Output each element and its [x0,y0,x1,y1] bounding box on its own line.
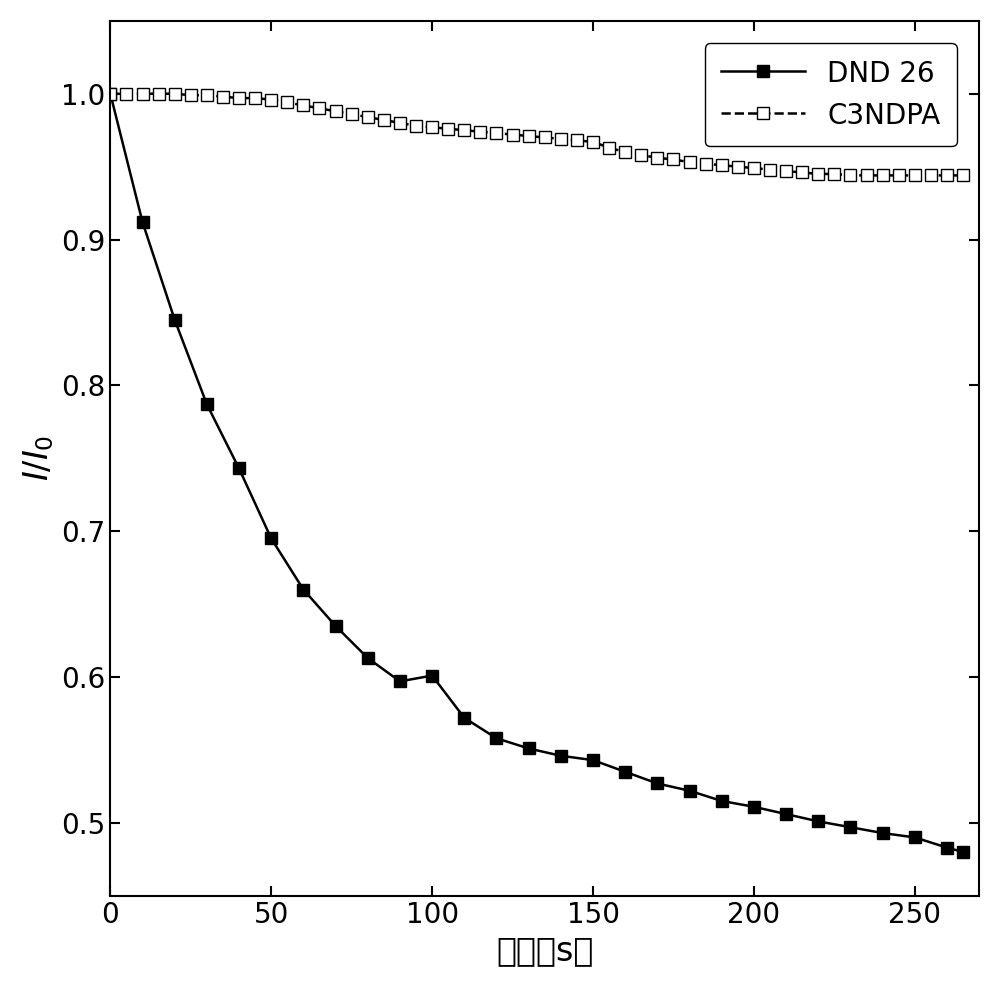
DND 26 [877,827,889,839]
Legend: DND 26, C3NDPA: DND 26, C3NDPA [705,43,957,146]
DND 26 [394,676,406,688]
X-axis label: 时间（s）: 时间（s） [496,935,593,967]
C3NDPA [844,170,856,182]
DND 26 [587,754,599,766]
C3NDPA [619,146,631,158]
DND 26 [716,795,728,807]
DND 26 [812,815,824,827]
C3NDPA [684,156,696,168]
DND 26 [233,462,245,474]
C3NDPA [571,134,583,146]
C3NDPA [104,88,116,100]
DND 26 [169,314,181,326]
C3NDPA [249,92,261,104]
C3NDPA [957,170,969,182]
DND 26 [844,821,856,833]
C3NDPA [426,122,438,133]
DND 26 [619,766,631,778]
DND 26 [523,743,535,755]
Line: C3NDPA: C3NDPA [105,88,969,181]
DND 26 [684,784,696,796]
Y-axis label: $I/I_0$: $I/I_0$ [21,435,56,481]
DND 26 [909,832,921,844]
DND 26 [651,778,663,789]
DND 26 [297,584,309,596]
DND 26 [426,670,438,682]
DND 26 [941,842,953,854]
DND 26 [748,801,760,813]
Line: DND 26: DND 26 [105,88,969,858]
DND 26 [490,732,502,744]
DND 26 [957,846,969,858]
DND 26 [780,808,792,820]
DND 26 [330,620,342,632]
DND 26 [362,652,374,664]
DND 26 [201,398,213,410]
DND 26 [137,216,149,228]
DND 26 [458,712,470,724]
DND 26 [104,88,116,100]
C3NDPA [603,141,615,153]
DND 26 [265,533,277,544]
DND 26 [555,750,567,762]
